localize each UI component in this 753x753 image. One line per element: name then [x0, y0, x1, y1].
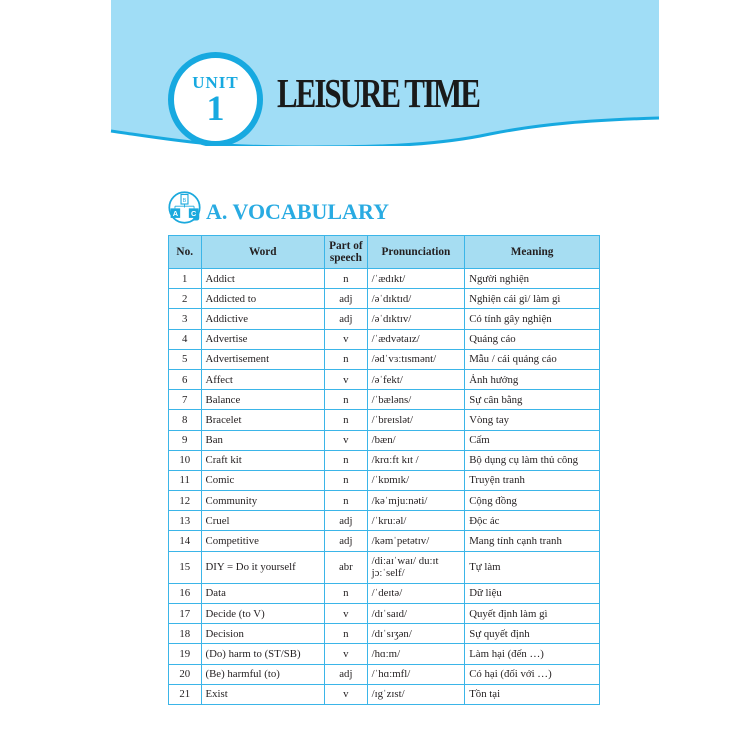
- svg-text:B: B: [183, 198, 187, 204]
- svg-text:C: C: [191, 209, 197, 218]
- svg-text:A: A: [173, 209, 179, 218]
